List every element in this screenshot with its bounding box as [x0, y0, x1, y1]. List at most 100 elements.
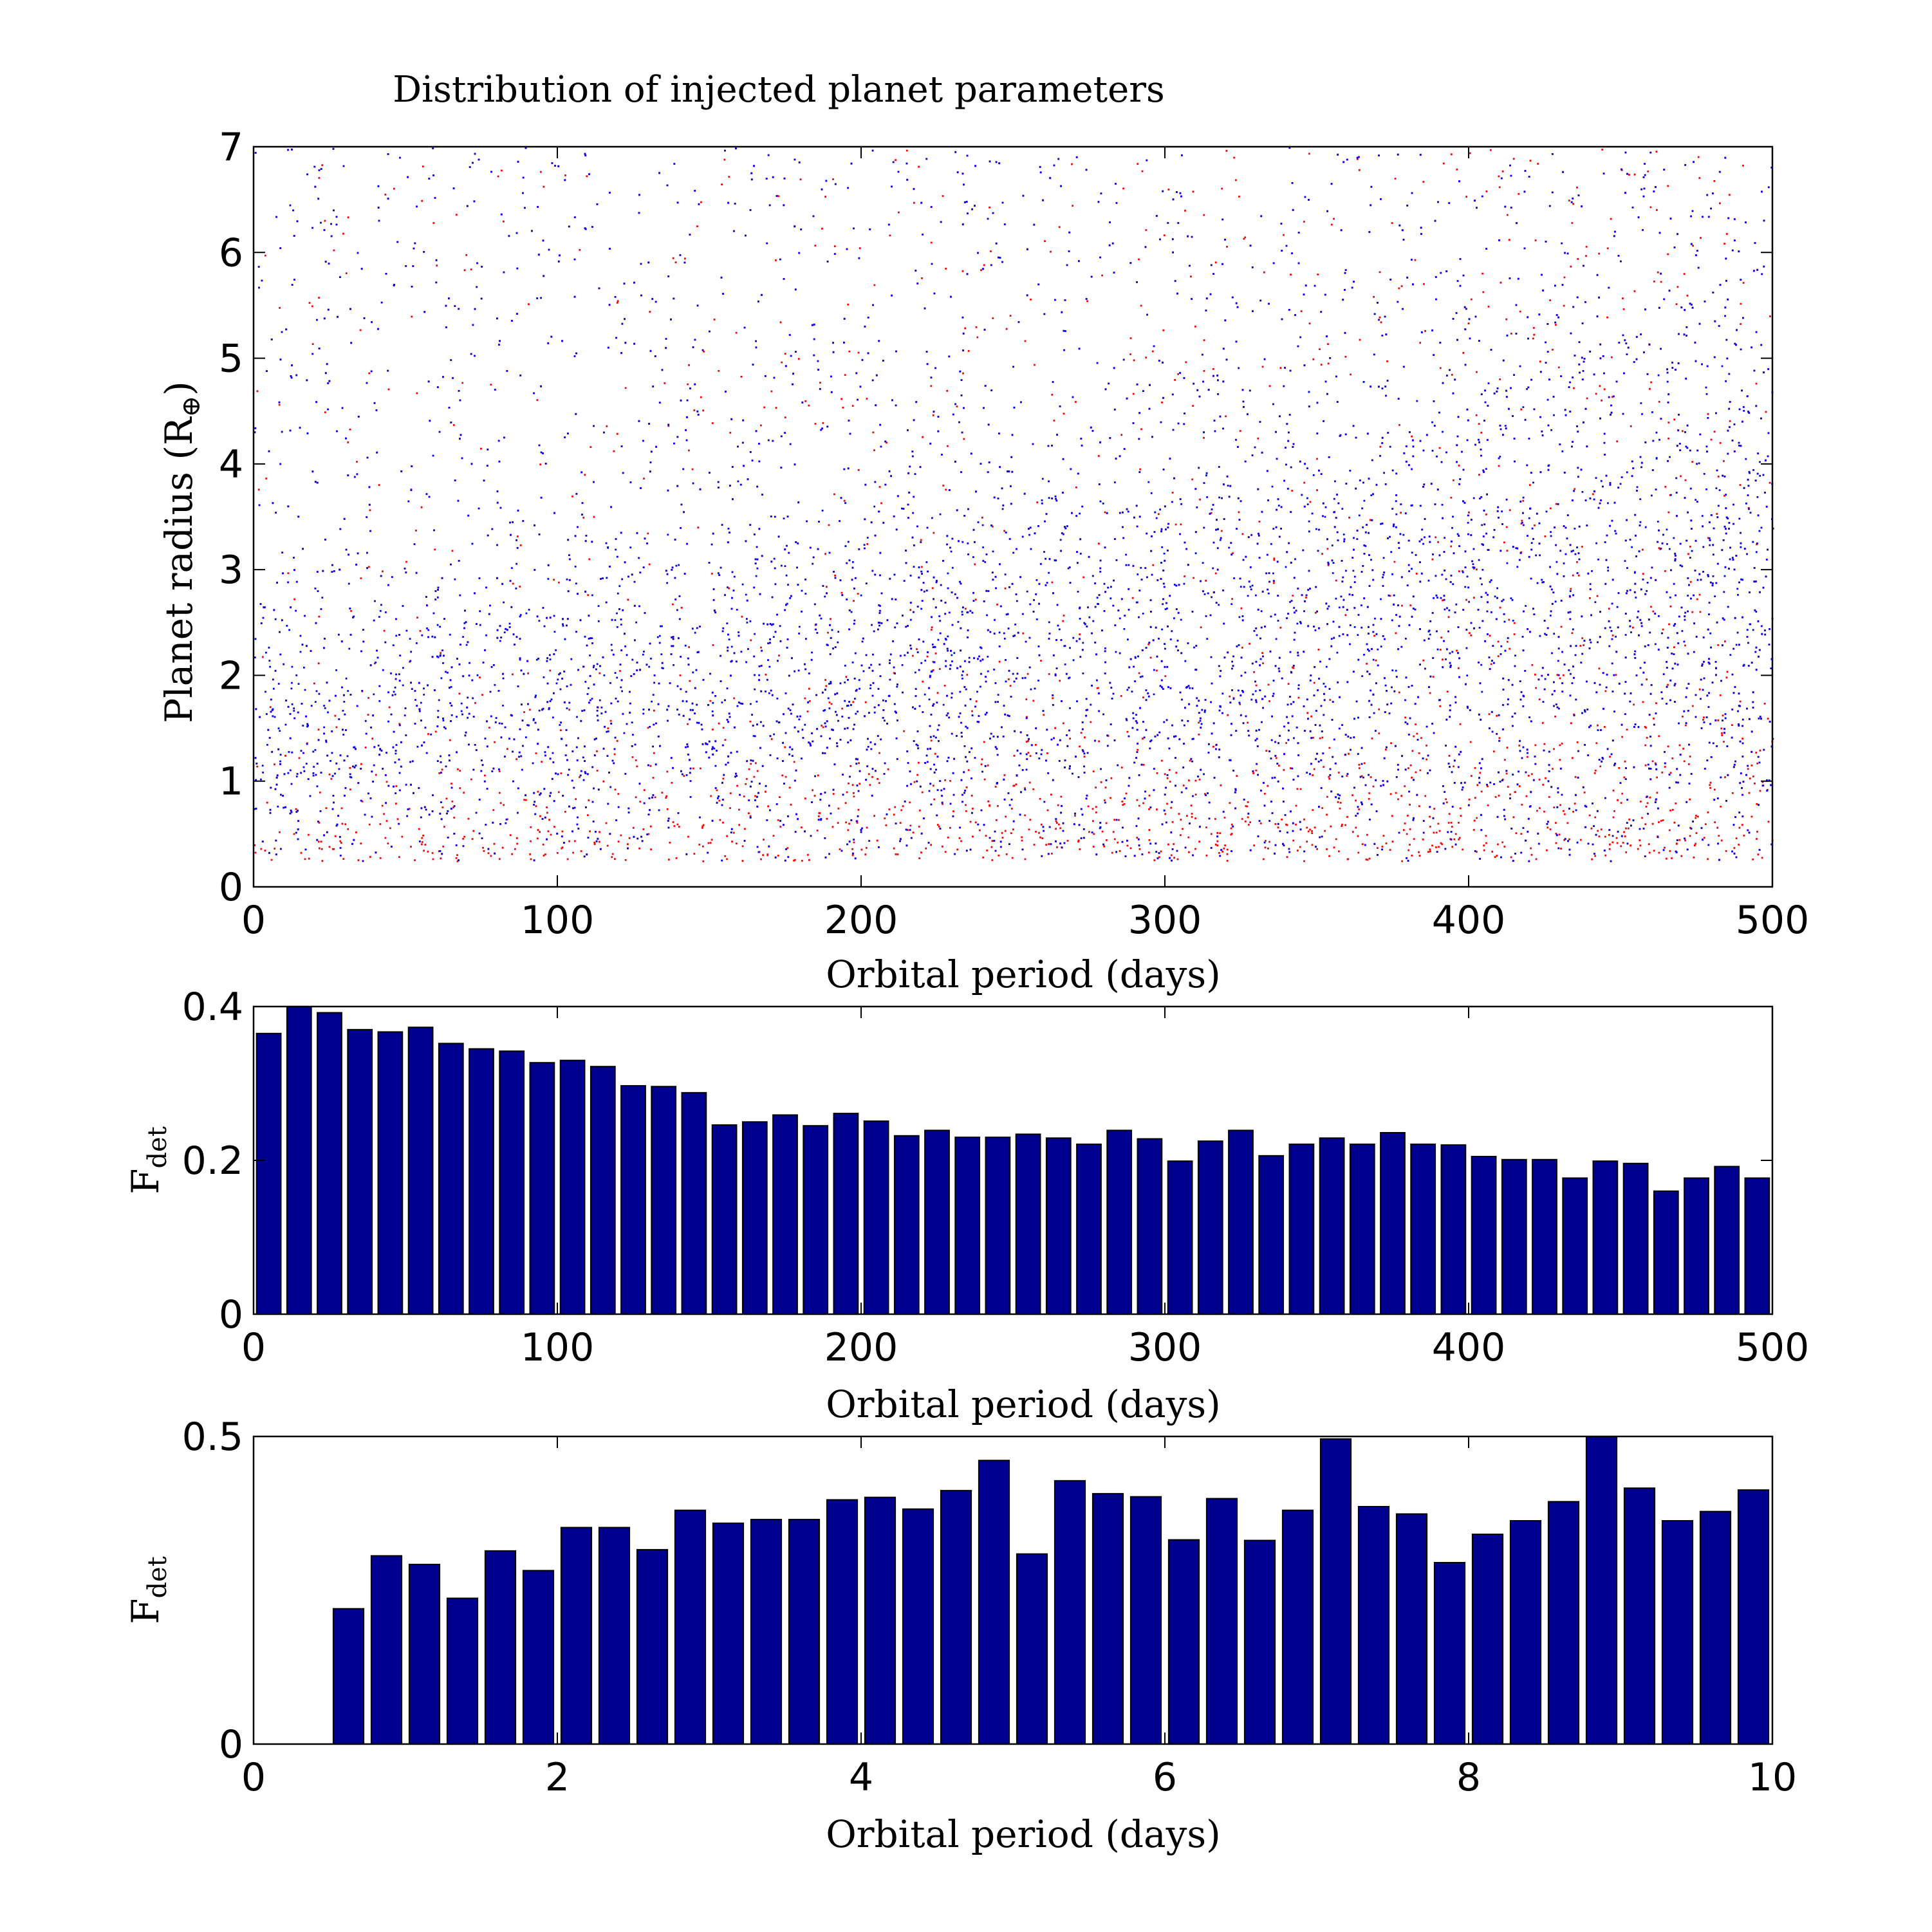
bar2-x-tick-label: 4	[849, 1755, 873, 1800]
bar1-bar	[347, 1028, 373, 1315]
bar2-bar	[1699, 1510, 1732, 1745]
bar2-bar	[674, 1509, 707, 1745]
bar2-bar	[1623, 1487, 1656, 1745]
bar1-y-axis-label-sub: det	[143, 1126, 172, 1168]
scatter-x-tick-label: 500	[1736, 898, 1810, 943]
bar1-bar	[1349, 1143, 1375, 1315]
bar1-bar	[863, 1120, 889, 1315]
bar2-bar	[1737, 1489, 1770, 1745]
bar1-bar	[1380, 1131, 1406, 1315]
bar1-bar	[1288, 1143, 1315, 1315]
bar2-bar	[1433, 1561, 1466, 1745]
scatter-x-axis-label: Orbital period (days)	[826, 952, 1221, 996]
bar2-bar	[1054, 1480, 1086, 1745]
scatter-y-axis-label-close: )	[157, 381, 201, 396]
bar2-bar	[1395, 1513, 1428, 1745]
bar2-y-axis-label: Fdet	[124, 1556, 172, 1624]
bar1-bar	[317, 1012, 342, 1315]
bar2-bar	[1205, 1498, 1238, 1745]
bar1-bar	[255, 1032, 282, 1315]
bar1-bar	[681, 1091, 707, 1315]
bar2-bar	[1281, 1509, 1314, 1745]
bar1-bar	[1562, 1177, 1588, 1315]
scatter-title: Distribution of injected planet paramete…	[393, 69, 1164, 111]
bar2-bar	[1357, 1505, 1390, 1745]
bar2-bar	[750, 1519, 783, 1745]
bar1-bar	[529, 1062, 555, 1315]
scatter-y-tick-label: 2	[219, 653, 243, 698]
bar1-bar	[1410, 1143, 1436, 1315]
scatter-x-tick-label: 0	[241, 898, 266, 943]
bar1-bars	[255, 1006, 1770, 1315]
bar2-bar	[940, 1490, 972, 1745]
bar2-bar	[522, 1570, 555, 1745]
bar1-bar	[1015, 1133, 1041, 1315]
bar1-x-tick-label: 300	[1128, 1325, 1202, 1370]
bar-panel-500d: 0 100 200 300 400 500 0 0.2 0.4 Orbital period (…	[124, 985, 1809, 1426]
scatter-y-tick-label: 0	[219, 865, 243, 910]
bar2-x-tick-label: 10	[1748, 1755, 1797, 1800]
bar1-y-tick-label: 0.4	[182, 985, 243, 1030]
bar2-bar	[712, 1522, 745, 1745]
bar2-bar	[1661, 1519, 1694, 1745]
scatter-y-tick-label: 5	[219, 337, 243, 382]
bar1-bar	[772, 1114, 798, 1315]
bar1-bar	[1532, 1158, 1557, 1315]
bar2-bar	[1016, 1553, 1048, 1745]
scatter-y-axis-label-main: Planet radius (R	[157, 416, 201, 723]
bar2-bar	[1319, 1438, 1352, 1745]
bar1-bar	[741, 1121, 768, 1315]
bar1-bar	[590, 1066, 616, 1315]
bar2-x-tick-label: 8	[1456, 1755, 1481, 1800]
bar1-bar	[711, 1124, 738, 1315]
bar1-y-axis-label-main: F	[124, 1169, 167, 1194]
bar1-bar	[1440, 1144, 1467, 1315]
bar1-bar	[559, 1059, 586, 1315]
bar1-x-tick-label: 500	[1736, 1325, 1810, 1370]
bar2-bar	[826, 1499, 859, 1745]
bar2-bar	[788, 1519, 821, 1745]
bar2-bar	[1091, 1492, 1124, 1745]
bar1-bar	[1592, 1160, 1619, 1315]
bar1-bar	[1106, 1129, 1133, 1315]
bar1-bar	[469, 1048, 494, 1315]
bar1-bar	[1228, 1129, 1254, 1315]
bar1-y-axis-label: Fdet	[124, 1126, 172, 1194]
bar2-bar	[332, 1608, 365, 1745]
scatter-x-tick-label: 400	[1432, 898, 1506, 943]
bar2-bar	[864, 1496, 896, 1745]
scatter-y-axis-label-sub: ⊕	[176, 396, 206, 418]
bar1-bar	[1258, 1155, 1285, 1315]
bar1-bar	[651, 1086, 677, 1315]
bar1-bar	[1471, 1156, 1497, 1315]
bar2-y-tick-label: 0	[219, 1722, 243, 1767]
scatter-x-tick-label: 100	[521, 898, 595, 943]
bar1-bar	[1684, 1177, 1709, 1315]
bar1-bar	[620, 1085, 646, 1315]
scatter-y-tick-label: 1	[219, 759, 243, 804]
bar2-y-tick-label: 0.5	[182, 1415, 243, 1460]
bar1-bar	[954, 1137, 981, 1315]
scatter-y-tick-label: 7	[219, 125, 243, 170]
bar2-bar	[902, 1508, 934, 1745]
bar-panel-10d: 0 2 4 6 8 10 0 0.5 Orbital period (days) Fdet	[124, 1415, 1797, 1856]
bar2-bar	[408, 1563, 441, 1745]
bar1-bar	[1137, 1138, 1163, 1315]
scatter-plot-frame	[252, 145, 1774, 888]
scatter-x-tick-label: 300	[1128, 898, 1202, 943]
bar1-bar	[377, 1031, 404, 1315]
bar1-bar	[1076, 1143, 1102, 1315]
bar2-y-axis-label-main: F	[124, 1599, 167, 1624]
bar2-x-tick-label: 2	[545, 1755, 570, 1800]
scatter-y-tick-label: 3	[219, 548, 243, 593]
bar2-y-axis-label-sub: det	[143, 1556, 172, 1598]
bar2-bar	[1547, 1501, 1580, 1745]
scatter-panel: Distribution of injected planet paramete…	[157, 69, 1809, 996]
bar1-bar	[1197, 1140, 1223, 1315]
bar1-bar	[1319, 1137, 1345, 1315]
bar1-bar	[286, 1006, 312, 1315]
bar1-x-tick-label: 0	[241, 1325, 266, 1370]
bar1-bar	[1744, 1177, 1770, 1315]
bar2-bar	[484, 1550, 517, 1745]
